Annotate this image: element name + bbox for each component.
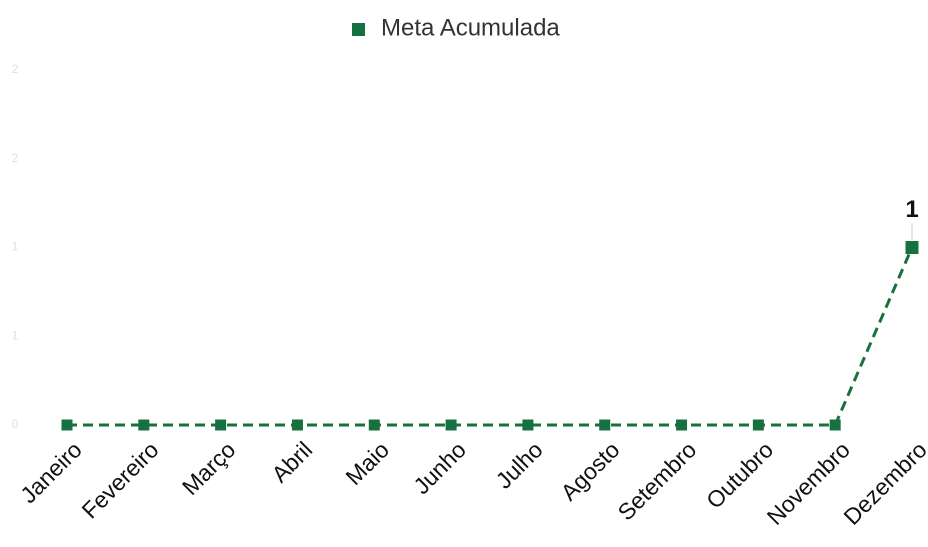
x-tick-label: Dezembro <box>838 436 928 529</box>
legend-label: Meta Acumulada <box>381 14 560 41</box>
y-tick-label: 1 <box>12 328 19 342</box>
data-point <box>599 419 611 431</box>
x-tick-label: Outubro <box>701 436 778 513</box>
x-tick-label: Abril <box>266 436 317 487</box>
x-tick-label: Setembro <box>612 436 701 525</box>
y-tick-label: 1 <box>12 240 19 254</box>
x-tick-label: Novembro <box>762 436 855 529</box>
data-point <box>905 241 919 254</box>
data-point <box>445 419 457 431</box>
x-tick-label: Maio <box>340 436 394 490</box>
x-tick-label: Julho <box>490 436 547 493</box>
data-point <box>752 419 764 431</box>
x-tick-label: Agosto <box>556 436 625 505</box>
data-point <box>522 419 534 431</box>
data-point <box>61 419 73 431</box>
data-point <box>291 419 303 431</box>
data-point <box>368 419 380 431</box>
data-point <box>138 419 150 431</box>
x-tick-label: Março <box>177 436 241 500</box>
legend-marker <box>352 23 365 36</box>
data-point <box>215 419 227 431</box>
data-point <box>829 419 841 431</box>
y-tick-label: 2 <box>12 151 19 165</box>
data-point <box>676 419 688 431</box>
series-line <box>67 246 914 427</box>
y-tick-label: 2 <box>12 62 19 76</box>
data-label: 1 <box>905 196 918 223</box>
x-tick-label: Fevereiro <box>77 436 164 523</box>
y-tick-label: 0 <box>12 417 19 431</box>
x-tick-label: Janeiro <box>15 436 87 508</box>
x-tick-label: Junho <box>408 436 471 499</box>
